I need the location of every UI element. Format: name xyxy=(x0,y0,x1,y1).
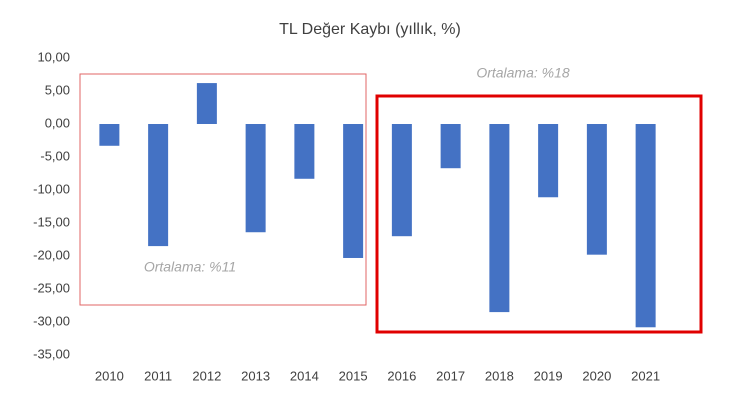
bar xyxy=(196,83,217,124)
bar xyxy=(538,124,559,198)
bar xyxy=(245,124,266,233)
highlight-box xyxy=(375,94,703,334)
x-tick-label: 2015 xyxy=(339,368,368,383)
y-tick-label: -5,00 xyxy=(40,148,70,163)
x-tick-label: 2017 xyxy=(436,368,465,383)
y-tick-label: -10,00 xyxy=(33,181,70,196)
y-tick-label: -35,00 xyxy=(33,346,70,361)
annotation: Ortalama: %11 xyxy=(144,259,236,275)
y-tick-label: -15,00 xyxy=(33,214,70,229)
bar xyxy=(343,124,364,258)
x-tick-label: 2011 xyxy=(144,368,172,383)
y-tick-label: -20,00 xyxy=(33,247,70,262)
bar xyxy=(99,124,120,146)
x-tick-label: 2014 xyxy=(290,368,319,383)
y-tick-label: 5,00 xyxy=(45,82,70,97)
x-tick-label: 2013 xyxy=(241,368,270,383)
x-tick-label: 2018 xyxy=(485,368,514,383)
bar xyxy=(440,124,461,169)
bar xyxy=(635,124,656,328)
bar xyxy=(489,124,510,313)
chart-title: TL Değer Kaybı (yıllık, %) xyxy=(279,21,461,38)
x-tick-label: 2020 xyxy=(582,368,611,383)
highlight-box xyxy=(79,73,367,306)
annotation: Ortalama: %18 xyxy=(476,65,570,81)
x-tick-label: 2012 xyxy=(192,368,221,383)
y-tick-label: -30,00 xyxy=(33,313,70,328)
y-tick-label: 0,00 xyxy=(45,115,70,130)
x-tick-label: 2021 xyxy=(631,368,660,383)
x-tick-label: 2019 xyxy=(534,368,563,383)
bar xyxy=(148,124,169,247)
bar xyxy=(586,124,607,255)
x-tick-label: 2016 xyxy=(387,368,416,383)
bar xyxy=(294,124,315,179)
y-tick-label: -25,00 xyxy=(33,280,70,295)
bar xyxy=(391,124,412,237)
y-tick-label: 10,00 xyxy=(37,49,70,64)
x-tick-label: 2010 xyxy=(95,368,124,383)
